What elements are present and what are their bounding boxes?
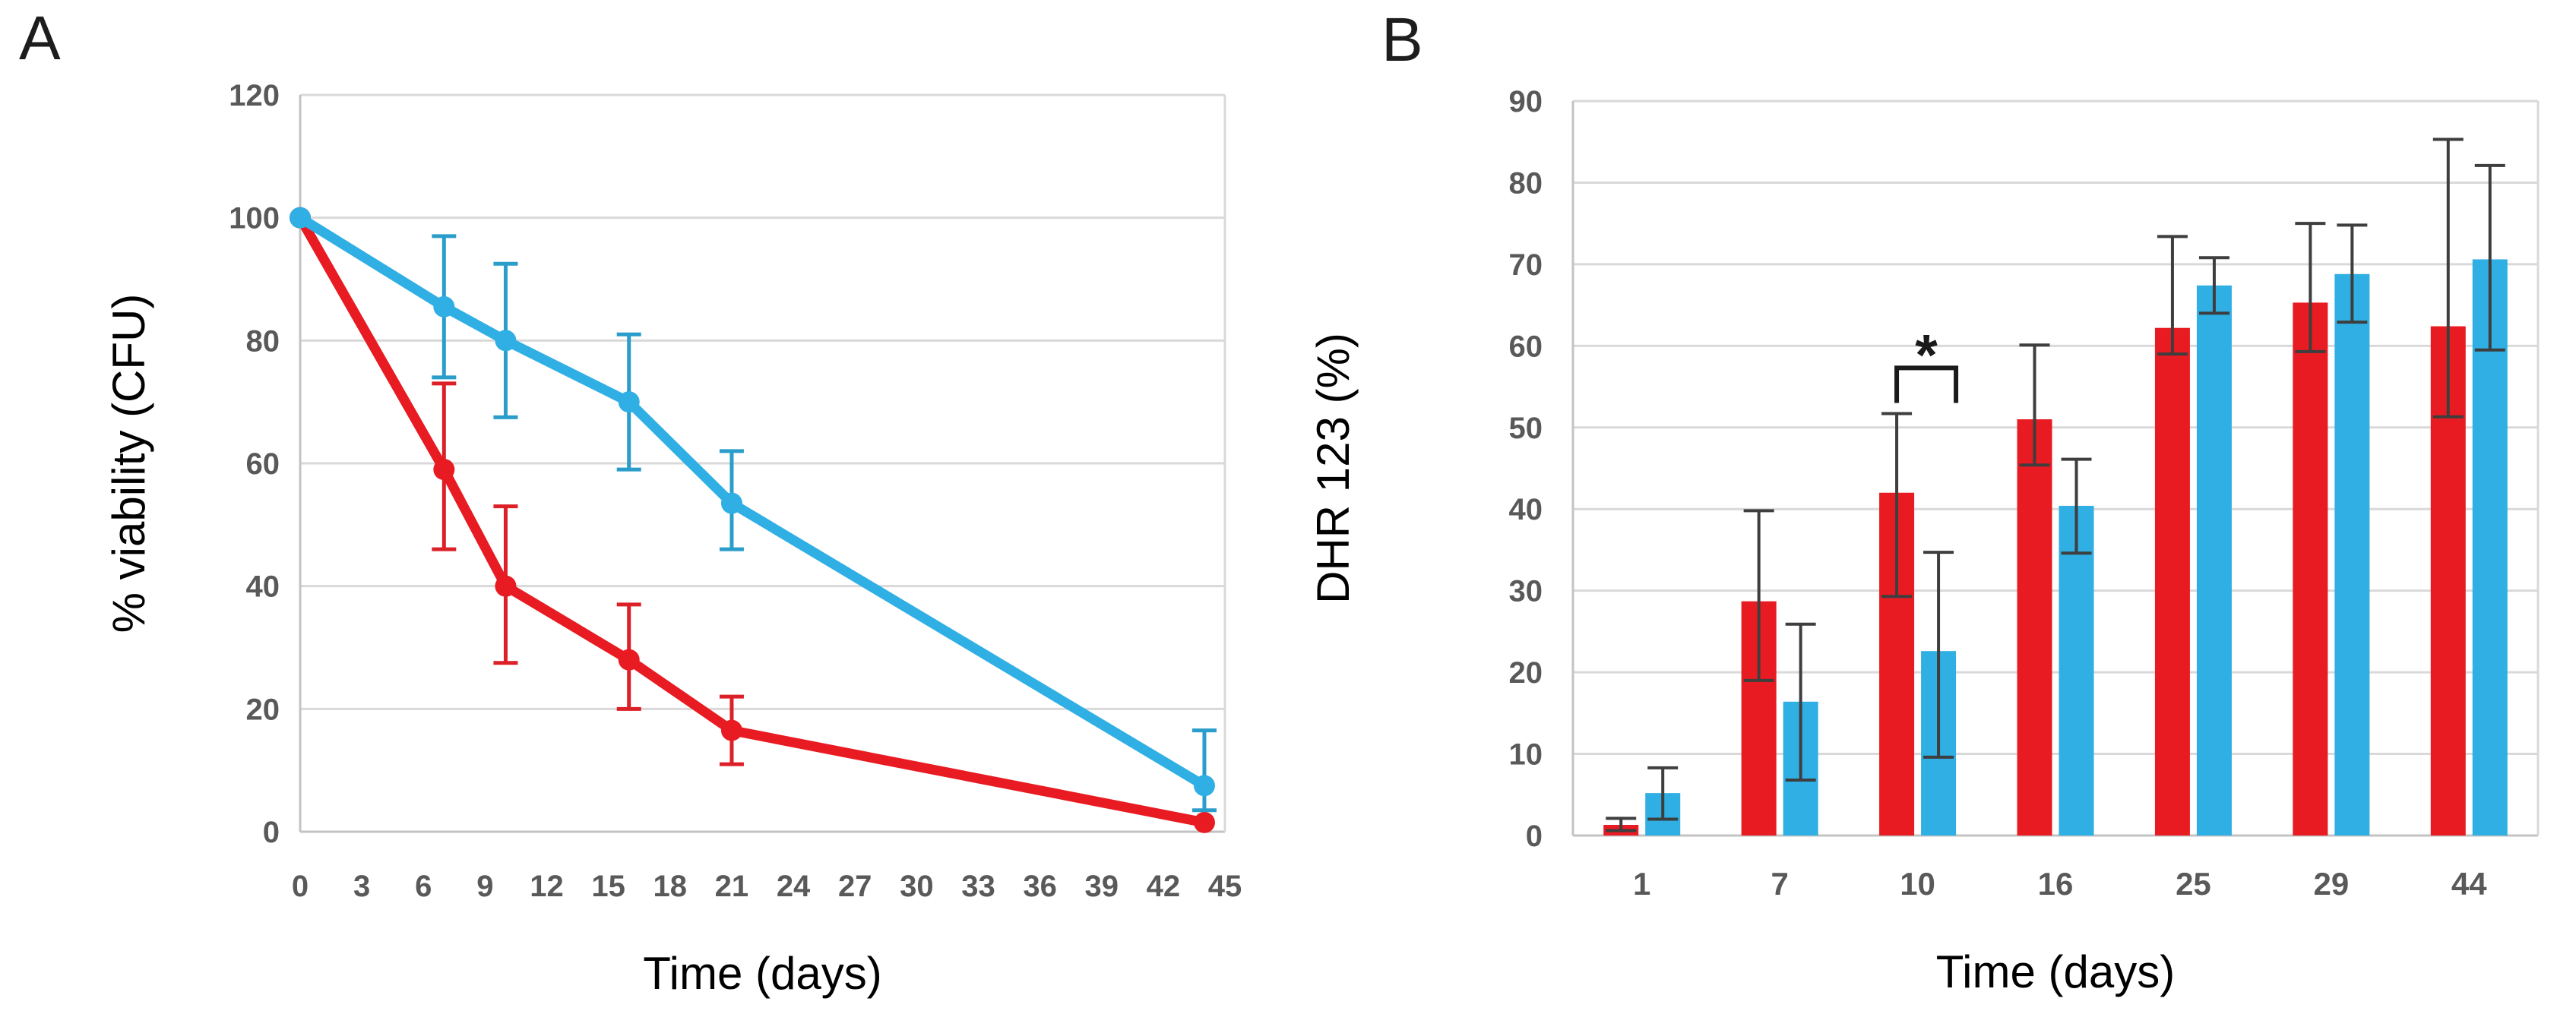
panel-a-data-point-red-day-44 xyxy=(1193,811,1215,833)
panel-a-x-tick-label: 30 xyxy=(900,870,934,903)
panel-a-y-tick-label: 40 xyxy=(246,570,280,604)
panel-b-bar-blue-day-16 xyxy=(2059,505,2094,836)
panel-a-x-tick-label: 21 xyxy=(715,870,749,903)
panel-b-x-tick-label: 44 xyxy=(2451,866,2487,902)
panel-a-y-tick-label: 0 xyxy=(263,816,280,849)
panel-b-y-tick-label: 10 xyxy=(1509,738,1543,772)
panel-b-y-tick-label: 80 xyxy=(1509,166,1543,200)
panel-a-x-axis-title: Time (days) xyxy=(643,948,881,999)
panel-b-bar-blue-day-44 xyxy=(2472,259,2508,836)
panel-a-x-tick-label: 15 xyxy=(591,870,625,903)
panel-b-y-tick-label: 30 xyxy=(1509,575,1543,608)
panel-b-x-tick-label: 10 xyxy=(1900,866,1935,902)
panel-b-y-tick-label: 60 xyxy=(1509,330,1543,363)
panel-b-y-tick-label: 20 xyxy=(1509,656,1543,690)
panel-a-data-point-blue-day-7 xyxy=(433,295,455,317)
panel-b-bar-blue-day-29 xyxy=(2334,273,2370,836)
panel-b-bar-red-day-16 xyxy=(2017,419,2052,836)
panel-b-y-axis-title: DHR 123 (%) xyxy=(1308,333,1359,604)
panel-b-letter: B xyxy=(1381,5,1423,74)
panel-b-y-tick-label: 90 xyxy=(1509,85,1543,118)
panel-a-y-tick-label: 60 xyxy=(246,447,280,481)
panel-b-y-tick-label: 70 xyxy=(1509,248,1543,282)
panel-a-x-tick-label: 12 xyxy=(530,870,564,903)
panel-b-x-tick-label: 16 xyxy=(2038,866,2074,902)
panel-a-x-tick-label: 42 xyxy=(1147,870,1181,903)
panel-a-data-point-blue-day-16 xyxy=(618,391,640,413)
panel-a-data-point-red-day-21 xyxy=(720,719,742,741)
panel-a-data-point-blue-day-44 xyxy=(1193,775,1215,797)
panel-a-x-tick-label: 36 xyxy=(1023,870,1057,903)
panel-b-x-tick-label: 25 xyxy=(2176,866,2211,902)
panel-b-significance-bracket xyxy=(1894,365,1959,403)
panel-b-bar-red-day-29 xyxy=(2293,302,2328,836)
panel-a-data-point-blue-day-10 xyxy=(495,330,517,352)
panel-b-bar-blue-day-25 xyxy=(2196,285,2232,836)
panel-b-bar-red-day-25 xyxy=(2154,327,2190,836)
panel-a-series-line-blue xyxy=(295,213,1210,791)
panel-a-series-line-red xyxy=(295,213,1210,828)
panel-a-y-tick-label: 100 xyxy=(229,202,280,235)
panel-b-x-tick-label: 1 xyxy=(1633,866,1650,902)
panel-a-x-tick-label: 9 xyxy=(476,870,493,903)
panel-a-data-point-red-day-16 xyxy=(618,649,640,671)
panel-a-y-tick-label: 80 xyxy=(246,324,280,358)
panel-a-data-point-blue-day-21 xyxy=(720,492,742,514)
panel-a-x-tick-label: 3 xyxy=(353,870,370,903)
panel-a-y-tick-label: 120 xyxy=(229,79,280,112)
panel-b-x-tick-label: 7 xyxy=(1771,866,1788,902)
panel-b-y-tick-label: 50 xyxy=(1509,412,1543,445)
panel-a-data-point-red-day-10 xyxy=(495,575,517,597)
panel-a-x-tick-label: 27 xyxy=(838,870,872,903)
panel-a-letter: A xyxy=(19,4,61,73)
panel-a-x-tick-label: 33 xyxy=(961,870,995,903)
panel-a-x-tick-label: 0 xyxy=(292,870,309,903)
panel-a-x-tick-label: 6 xyxy=(415,870,432,903)
panel-a-y-tick-label: 20 xyxy=(246,693,280,726)
panel-a-x-tick-label: 45 xyxy=(1208,870,1242,903)
panel-a-x-tick-label: 24 xyxy=(777,870,811,903)
panel-b-y-tick-label: 40 xyxy=(1509,493,1543,526)
panel-a-data-point-blue-day-0 xyxy=(290,207,311,229)
panel-a-y-axis-title: % viability (CFU) xyxy=(103,294,154,633)
panel-a-x-tick-label: 18 xyxy=(653,870,688,903)
panel-b-significance-asterisk: * xyxy=(1915,323,1938,387)
panel-a-x-tick-label: 39 xyxy=(1084,870,1119,903)
panel-b-x-tick-label: 29 xyxy=(2313,866,2349,902)
panel-b-x-axis-title: Time (days) xyxy=(1936,946,2175,997)
panel-a-data-point-red-day-7 xyxy=(433,459,455,481)
panel-b-y-tick-label: 0 xyxy=(1526,820,1543,853)
